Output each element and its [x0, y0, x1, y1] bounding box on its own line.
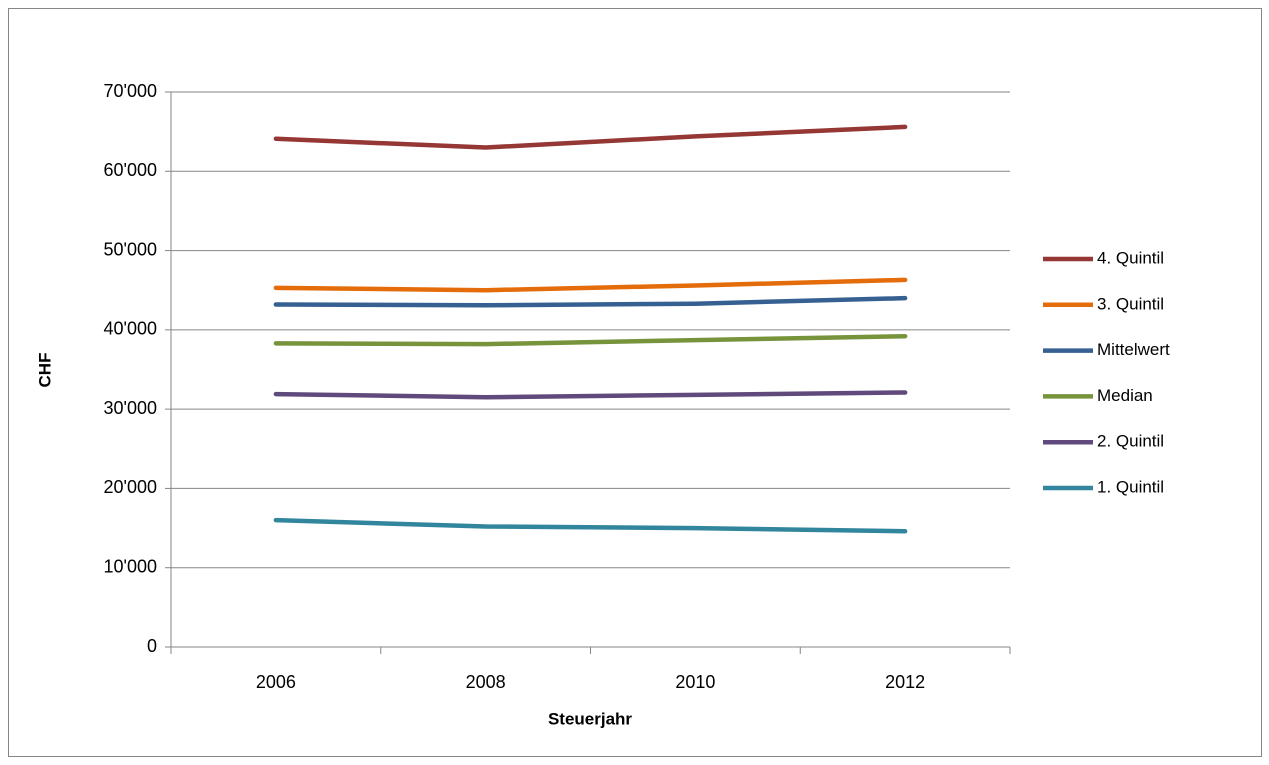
series-line	[273, 124, 908, 150]
legend-label: 2. Quintil	[1097, 432, 1164, 451]
legend-label: 1. Quintil	[1097, 477, 1164, 496]
series-line	[273, 390, 908, 400]
series-line	[273, 277, 908, 293]
y-tick-label: 50'000	[104, 239, 158, 259]
legend-label: Mittelwert	[1097, 340, 1170, 359]
x-tick-label: 2006	[256, 672, 296, 692]
x-axis-title: Steuerjahr	[548, 709, 632, 728]
x-tick-label: 2008	[466, 672, 506, 692]
y-tick-label: 30'000	[104, 398, 158, 418]
series-line	[273, 517, 908, 534]
y-tick-label: 20'000	[104, 477, 158, 497]
legend-label: 3. Quintil	[1097, 294, 1164, 313]
y-axis-title: CHF	[35, 353, 54, 388]
chart-border	[8, 8, 1262, 757]
y-tick-label: 40'000	[104, 319, 158, 339]
series-line	[273, 295, 908, 308]
series-line	[273, 333, 908, 347]
y-tick-label: 0	[147, 636, 157, 656]
legend-label: Median	[1097, 386, 1153, 405]
legend-label: 4. Quintil	[1097, 248, 1164, 267]
y-tick-label: 70'000	[104, 81, 158, 101]
y-tick-label: 10'000	[104, 556, 158, 576]
y-tick-label: 60'000	[104, 160, 158, 180]
x-tick-label: 2010	[675, 672, 715, 692]
x-tick-label: 2012	[885, 672, 925, 692]
